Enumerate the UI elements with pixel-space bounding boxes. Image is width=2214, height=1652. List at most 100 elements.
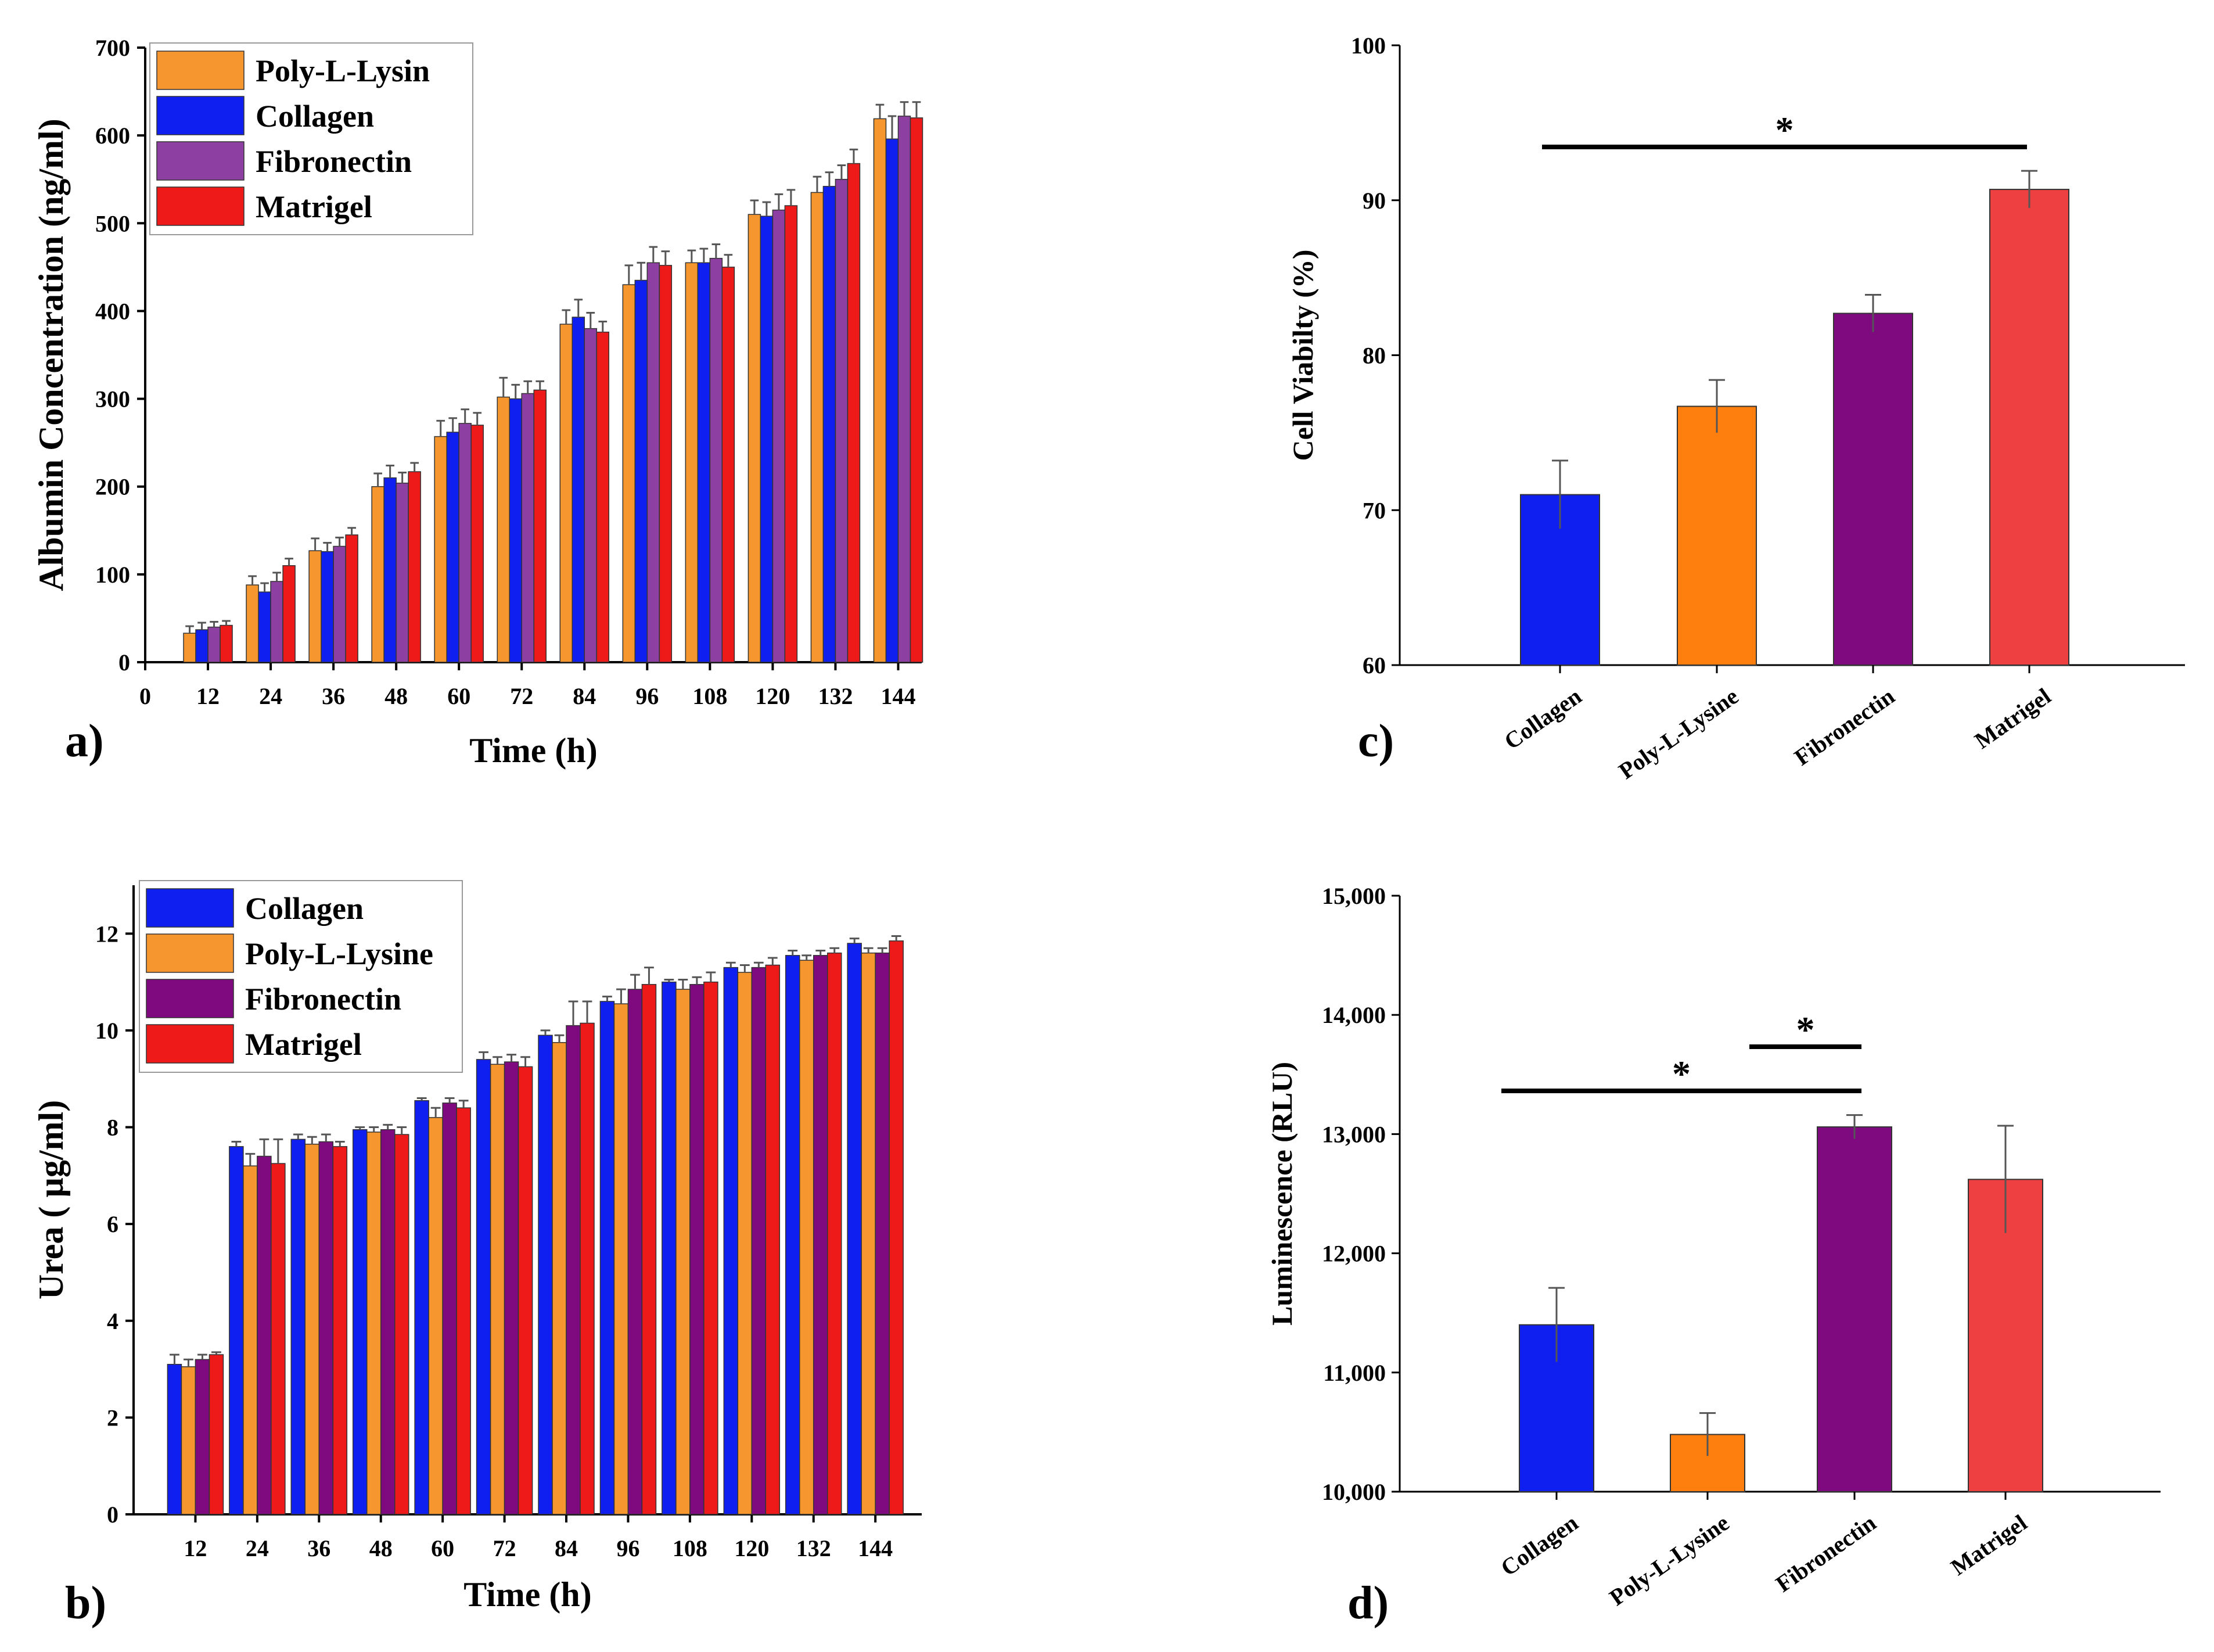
bar (584, 328, 598, 663)
legend-label: Collagen (245, 891, 364, 926)
y-tick-label: 8 (107, 1115, 118, 1141)
bar (271, 1163, 286, 1515)
x-tick-label: 12 (196, 683, 220, 709)
x-tick-label: Collagen (1496, 1510, 1583, 1582)
bar (1989, 189, 2069, 666)
bar (847, 943, 862, 1515)
x-tick-label: Fibronectin (1789, 683, 1899, 771)
bar (470, 425, 484, 663)
x-tick-label: 0 (139, 683, 151, 709)
y-tick-label: 90 (1363, 188, 1386, 214)
bar (209, 1354, 224, 1515)
bar (689, 984, 705, 1515)
y-axis-title: Luminescence (RLU) (1266, 1062, 1298, 1326)
bar (910, 117, 923, 663)
y-tick-label: 500 (95, 210, 130, 236)
significance-star: * (1775, 109, 1794, 150)
x-tick-label: Poly-L-Lysine (1614, 683, 1743, 785)
bar (332, 1146, 348, 1515)
bar (873, 118, 887, 663)
x-tick-label: 96 (616, 1535, 639, 1561)
bar (257, 1155, 272, 1515)
bar (243, 1165, 258, 1515)
x-tick-label: Matrigel (1969, 683, 2055, 754)
y-tick-label: 0 (118, 649, 130, 676)
bar (290, 1139, 306, 1515)
bar (772, 209, 786, 663)
bar (662, 981, 677, 1515)
bar (685, 262, 699, 663)
y-tick-label: 70 (1363, 497, 1386, 523)
bar (572, 317, 585, 663)
significance-star: * (1672, 1053, 1691, 1094)
bar (383, 477, 397, 663)
bar (1817, 1126, 1892, 1492)
bar (428, 1117, 443, 1515)
bar (167, 1363, 182, 1515)
x-tick-label: 108 (692, 683, 727, 709)
legend-swatch (146, 1024, 234, 1064)
bar (380, 1129, 396, 1515)
y-tick-label: 4 (107, 1308, 118, 1334)
y-tick-label: 300 (95, 386, 130, 412)
legend-label: Collagen (256, 99, 374, 134)
y-tick-label: 11,000 (1323, 1360, 1386, 1386)
y-tick-label: 700 (95, 35, 130, 61)
bar (889, 940, 904, 1515)
legend-swatch (146, 979, 234, 1018)
x-tick-label: 12 (184, 1535, 207, 1561)
y-tick-label: 10 (95, 1018, 118, 1044)
bar (181, 1366, 196, 1515)
bar (220, 624, 233, 663)
bar (333, 545, 346, 663)
y-axis-title: Urea ( µg/ml) (32, 1100, 70, 1299)
bar (366, 1132, 382, 1515)
bar (538, 1035, 553, 1515)
legend-swatch (156, 141, 245, 181)
bar (229, 1146, 244, 1515)
bar (318, 1141, 334, 1515)
panel-d: 10,000 11,000 12,000 13,000 14,000 15,000 Coll… (1266, 883, 2161, 1629)
legend-label: Fibronectin (245, 982, 401, 1017)
y-tick-label: 200 (95, 474, 130, 500)
y-tick-label: 15,000 (1322, 883, 1386, 909)
legend: Poly-L-Lysin Collagen Fibronectin Matrigel (149, 42, 473, 235)
bar (434, 436, 447, 663)
bar (641, 984, 657, 1515)
y-tick-label: 0 (107, 1502, 118, 1528)
bar (476, 1059, 491, 1515)
legend-swatch (146, 888, 234, 928)
y-tick-label: 60 (1363, 652, 1386, 678)
bar (799, 960, 814, 1515)
bar (195, 1359, 210, 1515)
bar (697, 262, 711, 663)
bar (737, 972, 753, 1515)
y-tick-label: 13,000 (1322, 1121, 1386, 1147)
bar (183, 633, 196, 663)
x-tick-label: 48 (369, 1535, 393, 1561)
y-axis-title: Cell Viabilty (%) (1286, 250, 1319, 461)
y-tick-label: 100 (95, 562, 130, 588)
legend-swatch (146, 933, 234, 973)
x-axis-title: Time (h) (469, 731, 598, 770)
x-tick-label: 84 (555, 1535, 578, 1561)
y-tick-label: 6 (107, 1211, 118, 1237)
bar (627, 989, 643, 1515)
x-tick-label: 132 (818, 683, 853, 709)
bar (490, 1064, 505, 1515)
bar (270, 581, 283, 663)
bar (613, 1003, 629, 1515)
bar (509, 398, 522, 663)
bar (599, 1001, 615, 1515)
bar (533, 389, 547, 663)
bar (258, 591, 271, 663)
legend-label: Matrigel (256, 189, 372, 224)
x-tick-label: 36 (322, 683, 345, 709)
bar (721, 267, 735, 663)
bar (442, 1102, 457, 1515)
bar (747, 214, 761, 663)
legend: Collagen Poly-L-Lysine Fibronectin Matrigel (139, 880, 463, 1073)
legend-swatch (156, 186, 245, 226)
